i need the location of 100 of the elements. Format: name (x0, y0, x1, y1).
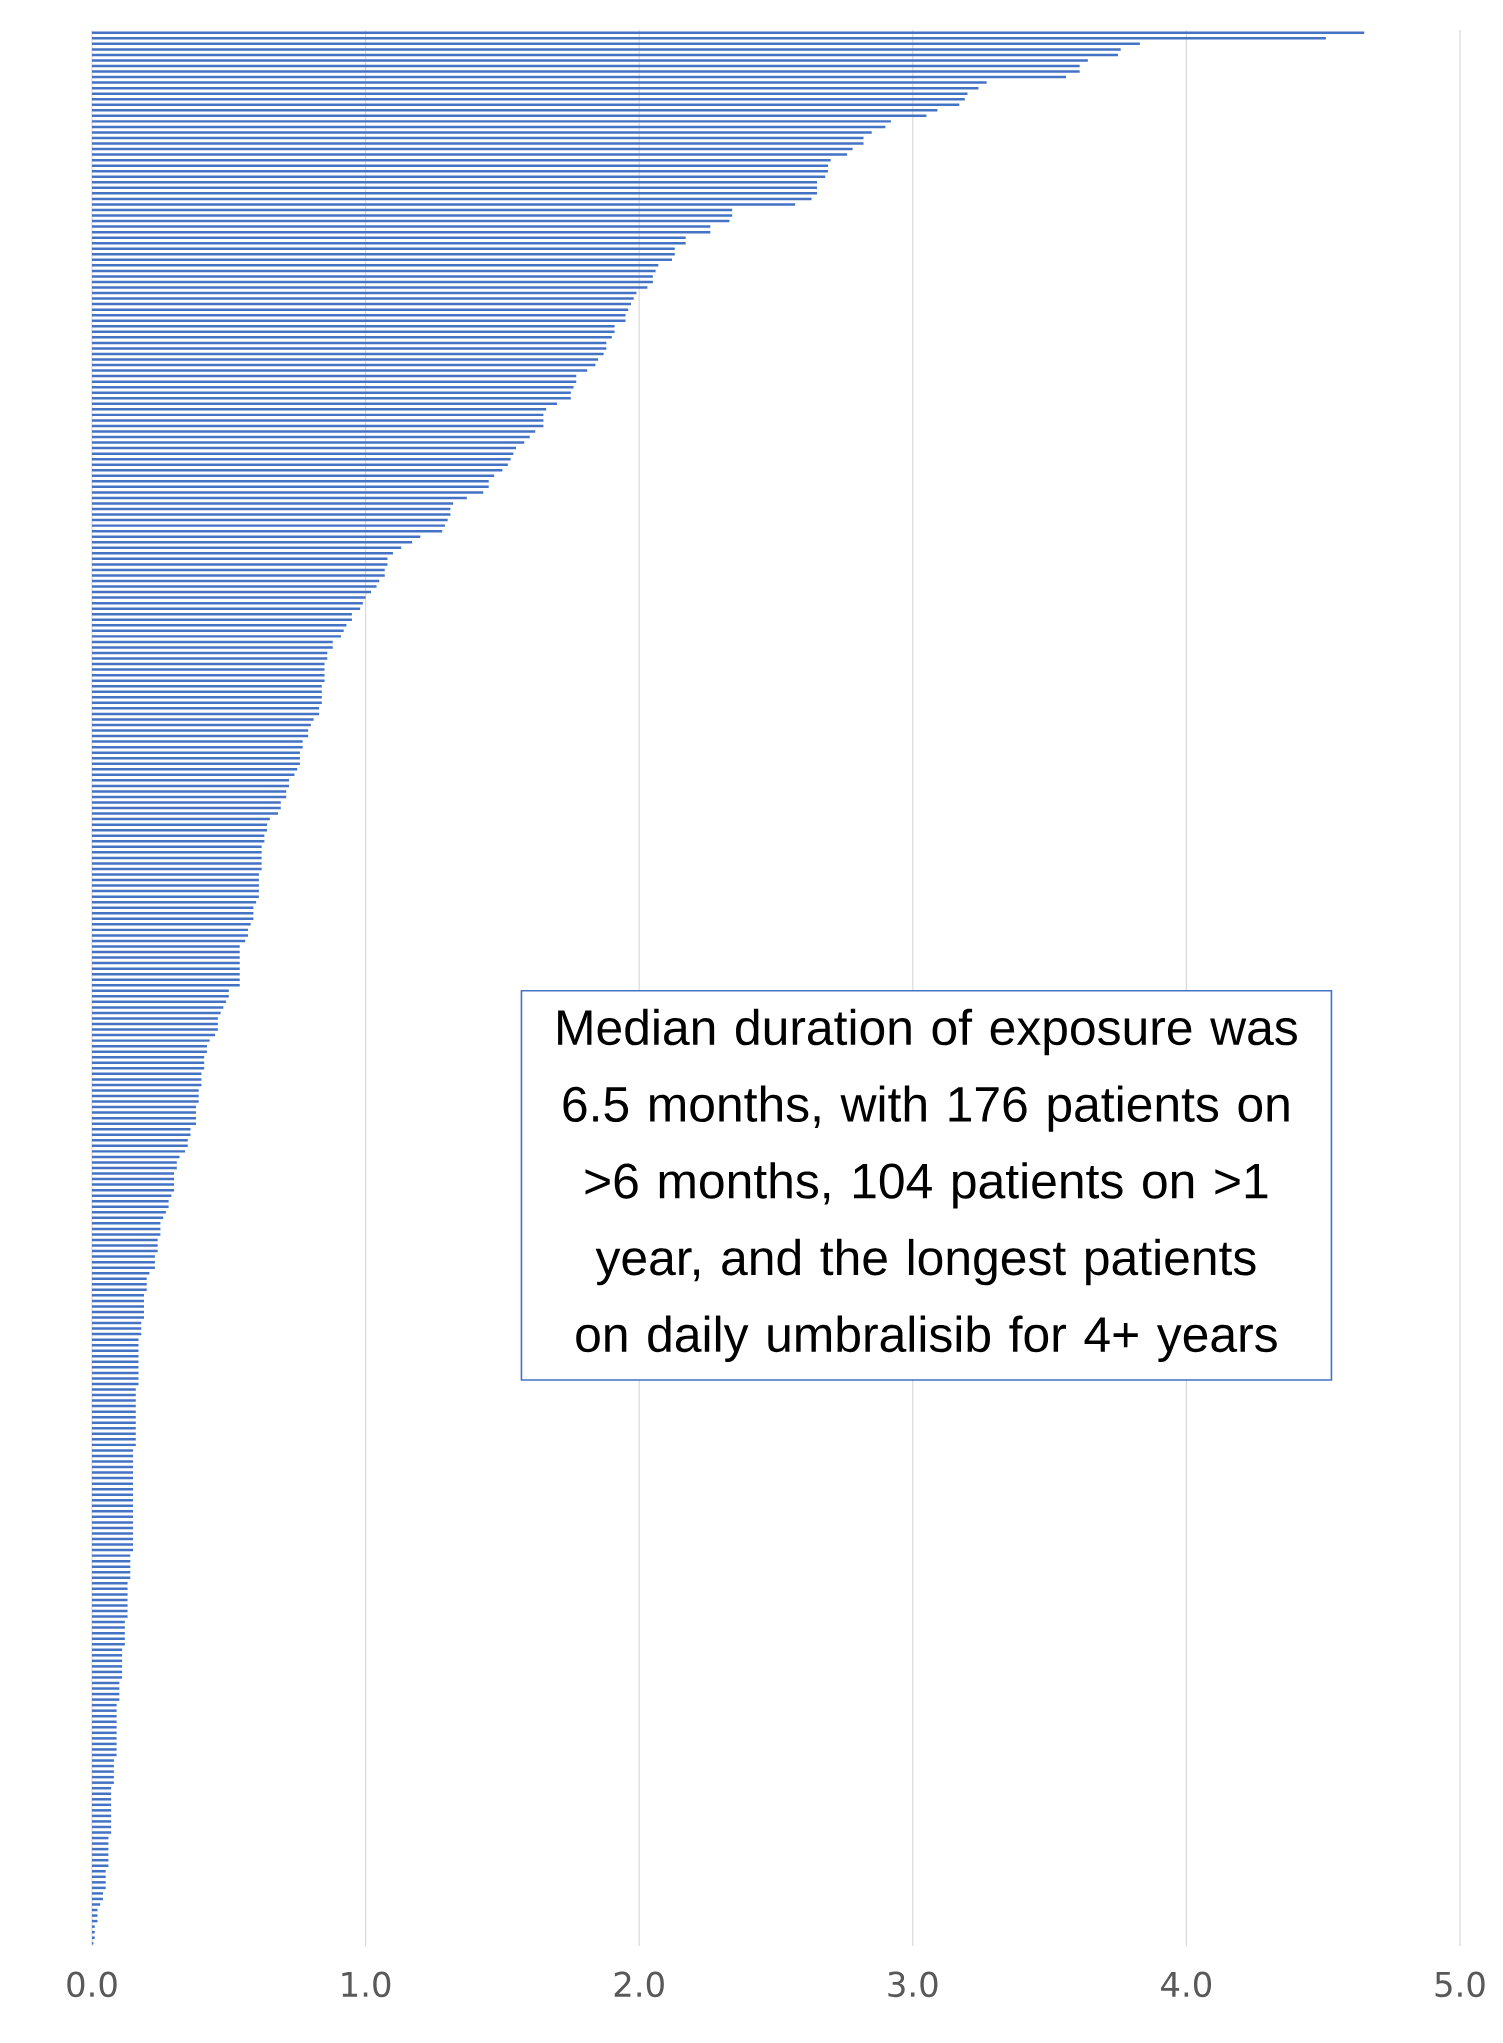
bar (92, 1903, 101, 1906)
bar (92, 1493, 134, 1496)
bar (92, 308, 629, 311)
bar (92, 491, 484, 494)
bar (92, 1842, 109, 1845)
bar (92, 109, 938, 112)
bar (92, 1615, 128, 1618)
bar (92, 203, 796, 206)
bar (92, 1349, 139, 1352)
bar (92, 967, 240, 970)
bar (92, 153, 848, 156)
bar (92, 862, 262, 865)
bar (92, 325, 615, 328)
bar (92, 1881, 106, 1884)
bar (92, 253, 675, 256)
bar (92, 923, 251, 926)
bar (92, 59, 1088, 62)
bar (92, 164, 828, 167)
bar (92, 707, 320, 710)
bar (92, 380, 577, 383)
bar (92, 895, 259, 898)
bar (92, 679, 325, 682)
bar (92, 1604, 128, 1607)
bar (92, 1366, 139, 1369)
bar (92, 834, 265, 837)
bar (92, 369, 588, 372)
bar (92, 1139, 188, 1142)
x-tick-label: 2.0 (614, 1971, 664, 1998)
bar (92, 408, 547, 411)
bar (92, 1222, 161, 1225)
bar (92, 1892, 103, 1895)
bar (92, 1676, 123, 1679)
bar (92, 1853, 109, 1856)
bar (92, 884, 259, 887)
bar (92, 657, 328, 660)
bar (92, 1089, 199, 1092)
bar (92, 1194, 172, 1197)
bar (92, 1543, 134, 1546)
x-tick-label: 0.0 (67, 1971, 117, 1998)
bar (92, 574, 385, 577)
bar (92, 729, 309, 732)
bar (92, 120, 891, 123)
bar (92, 81, 987, 84)
bar (92, 1831, 112, 1834)
bar (92, 552, 393, 555)
bar (92, 463, 508, 466)
bar (92, 1150, 186, 1153)
bar (92, 1709, 117, 1712)
bar (92, 1554, 131, 1557)
bar (92, 236, 686, 239)
bar (92, 1626, 125, 1629)
bar (92, 812, 279, 815)
x-tick-label: 5.0 (1435, 1971, 1485, 1998)
bar (92, 563, 388, 566)
bar (92, 286, 648, 289)
annotation: Median duration of exposure was 6.5 months, with 176 patients on >6 months, 104 patients on >1 year, and the longest patients on daily umbralisib for 4+ years (558, 1008, 1297, 1362)
bar (92, 762, 300, 765)
bar (92, 1421, 136, 1424)
bar (92, 635, 341, 638)
bar (92, 319, 626, 322)
bar (92, 768, 298, 771)
bar (92, 397, 571, 400)
x-tick-label: 1.0 (342, 1971, 391, 1998)
bar (92, 1687, 120, 1690)
bar (92, 1637, 125, 1640)
bar (92, 1283, 147, 1286)
bar (92, 1914, 98, 1917)
bar (92, 1388, 136, 1391)
bar (92, 1399, 136, 1402)
bar (92, 851, 262, 854)
bar (92, 1510, 134, 1513)
bar (92, 840, 265, 843)
bar (92, 391, 571, 394)
bar (92, 934, 248, 937)
bar (92, 1305, 144, 1308)
bar (92, 1233, 161, 1236)
bar (92, 1482, 134, 1485)
bar (92, 1654, 123, 1657)
bar (92, 801, 281, 804)
bar (92, 1864, 109, 1867)
bar (92, 624, 347, 627)
bar (92, 1327, 142, 1330)
bar (92, 978, 240, 981)
x-tick-label: 3.0 (888, 1971, 938, 1998)
bar (92, 1183, 175, 1186)
bar (92, 995, 229, 998)
bar (92, 297, 634, 300)
bar (92, 1067, 205, 1070)
bar (92, 336, 612, 339)
bar (92, 142, 864, 145)
bar (92, 1355, 139, 1358)
bar (92, 1161, 177, 1164)
bar (92, 1006, 224, 1009)
bar (92, 1759, 114, 1762)
bar (92, 275, 653, 278)
bar (92, 1377, 139, 1380)
bar (92, 779, 289, 782)
bar (92, 596, 366, 599)
bar (92, 873, 259, 876)
bar (92, 1039, 210, 1042)
